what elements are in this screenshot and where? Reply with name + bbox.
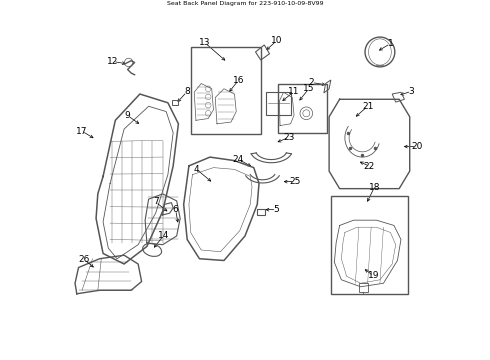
Text: 8: 8 bbox=[184, 87, 190, 96]
Text: 4: 4 bbox=[194, 165, 199, 174]
Bar bbox=[331, 195, 408, 294]
Text: 12: 12 bbox=[107, 57, 119, 66]
Text: 23: 23 bbox=[283, 133, 294, 142]
Bar bbox=[359, 283, 368, 292]
Text: 13: 13 bbox=[199, 39, 211, 48]
Text: 24: 24 bbox=[232, 155, 244, 164]
Text: 18: 18 bbox=[368, 183, 380, 192]
Text: 20: 20 bbox=[411, 142, 422, 151]
Text: 25: 25 bbox=[289, 177, 300, 186]
Text: 1: 1 bbox=[388, 39, 393, 48]
Bar bbox=[191, 47, 261, 134]
Text: 11: 11 bbox=[288, 87, 300, 96]
Text: 26: 26 bbox=[78, 255, 89, 264]
Title: Seat Back Panel Diagram for 223-910-10-09-8V99: Seat Back Panel Diagram for 223-910-10-0… bbox=[167, 1, 323, 6]
Text: 2: 2 bbox=[309, 78, 315, 87]
Text: 3: 3 bbox=[409, 87, 415, 96]
Bar bbox=[257, 209, 265, 215]
Text: 21: 21 bbox=[362, 102, 373, 111]
Text: 22: 22 bbox=[364, 162, 375, 171]
Text: 10: 10 bbox=[271, 36, 282, 45]
Text: 9: 9 bbox=[125, 111, 130, 120]
Bar bbox=[172, 100, 178, 104]
Text: 19: 19 bbox=[368, 271, 379, 280]
Bar bbox=[278, 84, 327, 132]
Text: 7: 7 bbox=[153, 198, 158, 207]
Text: 6: 6 bbox=[173, 205, 178, 214]
Text: 5: 5 bbox=[273, 205, 279, 214]
Text: 14: 14 bbox=[158, 231, 169, 240]
Text: 15: 15 bbox=[303, 84, 315, 93]
Bar bbox=[266, 92, 291, 115]
Text: 16: 16 bbox=[233, 76, 245, 85]
Text: 17: 17 bbox=[76, 127, 88, 136]
